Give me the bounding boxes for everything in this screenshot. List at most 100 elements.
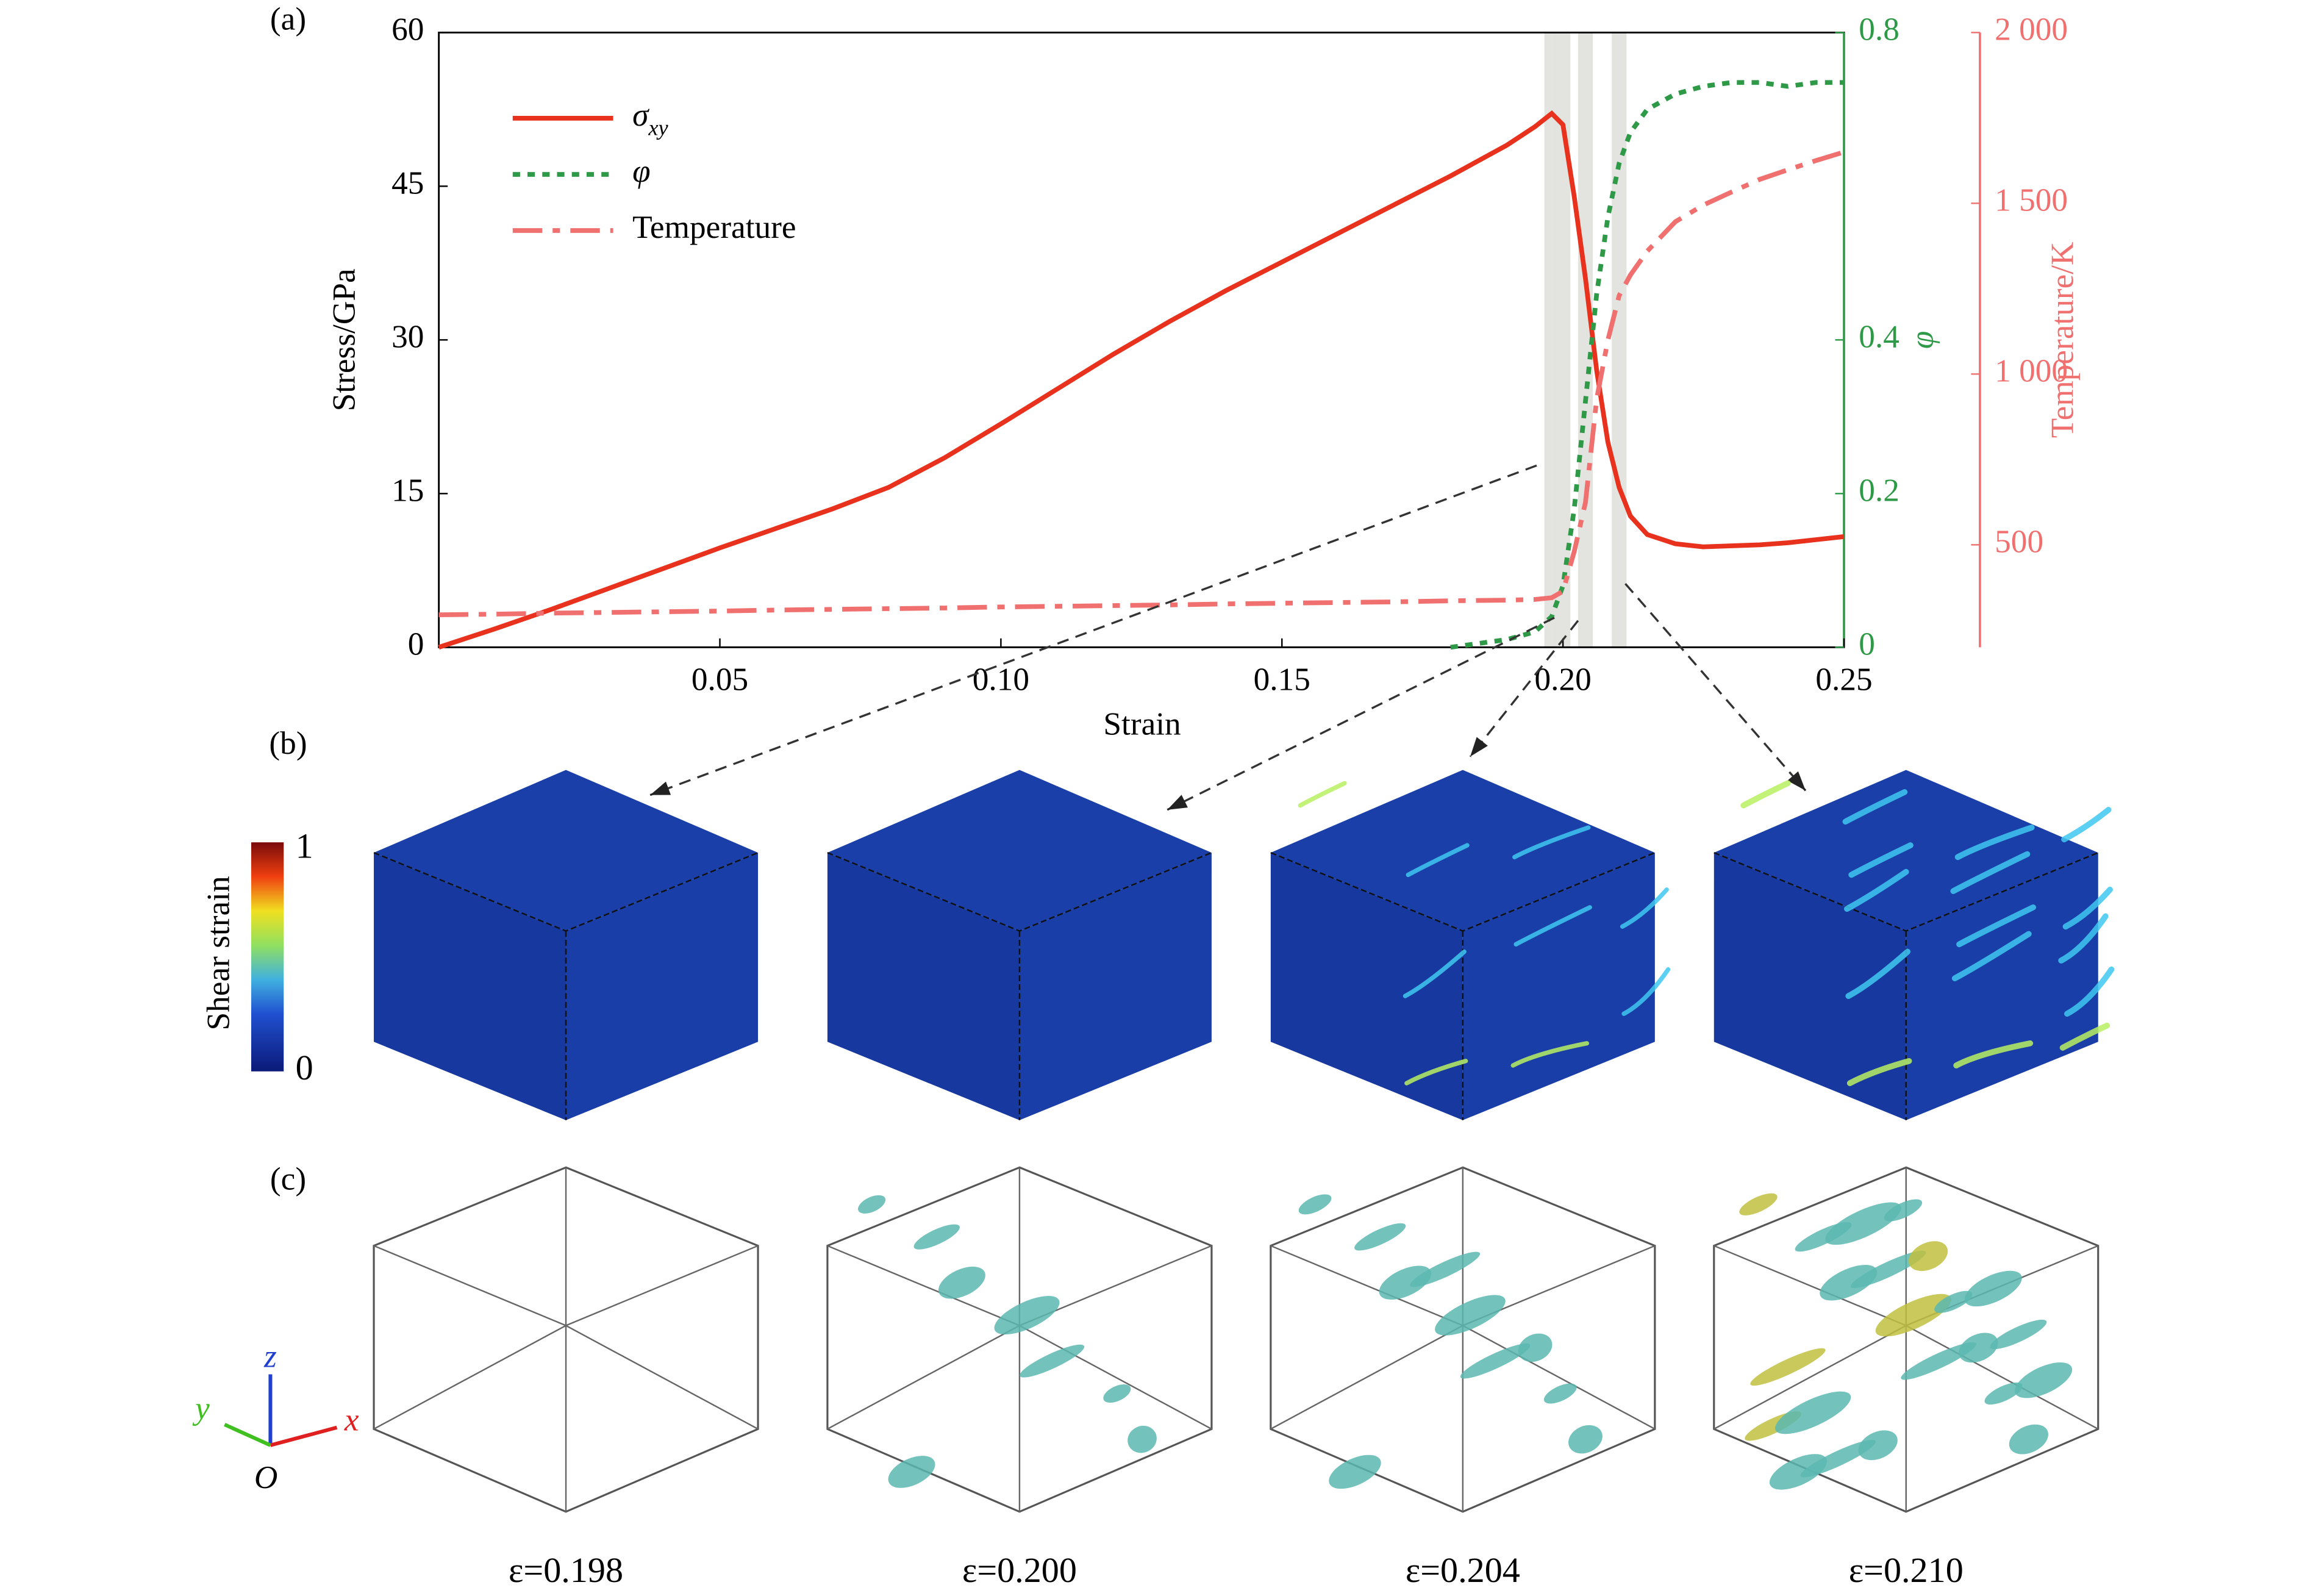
- wire-edge: [565, 1245, 759, 1326]
- y2-tick-label: 0.2: [1859, 473, 1899, 509]
- shear-band: [1953, 1040, 2034, 1068]
- arrow-head: [1470, 737, 1488, 757]
- y-tick-label: 30: [391, 319, 424, 355]
- shear-band: [1956, 904, 2036, 948]
- wire-edge: [827, 1325, 1020, 1430]
- legend-name: φ: [632, 153, 651, 189]
- dashed-arrow: [649, 464, 1537, 796]
- shear-band: [2058, 913, 2109, 964]
- cube-face: [374, 770, 759, 931]
- phase-cluster: [1329, 1455, 1381, 1489]
- shear-band: [2059, 1022, 2110, 1051]
- phase-cluster: [1739, 1193, 1778, 1215]
- shear-band: [1845, 948, 1911, 1000]
- phase-cluster: [938, 1266, 985, 1299]
- wire-edge: [373, 1245, 566, 1326]
- y-tick-label: 0: [408, 626, 424, 662]
- wire-edge: [1714, 1245, 1907, 1326]
- colorbar-tick-label: 1: [296, 826, 313, 866]
- legend-subscript: xy: [648, 116, 668, 140]
- series-line: [438, 149, 1845, 618]
- phase-cluster: [913, 1224, 960, 1250]
- x-tick-label: 0.05: [692, 662, 748, 698]
- legend-name: Temperature: [632, 209, 796, 245]
- legend-name: σ: [632, 97, 649, 133]
- y2-tick-label: 0.4: [1859, 319, 1899, 355]
- x-axis-label: Strain: [1103, 706, 1181, 742]
- phase-cluster: [1774, 1391, 1851, 1434]
- shear-band: [2064, 966, 2115, 1017]
- x-label: x: [344, 1402, 359, 1438]
- cube-face: [374, 853, 566, 1120]
- phase-cluster: [2015, 1362, 2073, 1398]
- wire-edge: [1714, 1325, 1907, 1430]
- colorbar-title: Shear strain: [201, 876, 237, 1030]
- wire-edge: [1462, 1325, 1656, 1430]
- snapshot-label: ε=0.198: [509, 1550, 623, 1590]
- phase-cluster: [1858, 1430, 1898, 1461]
- phase-cluster: [1460, 1343, 1531, 1379]
- x-axis-arrow: [270, 1425, 338, 1447]
- phase-cluster: [1435, 1295, 1506, 1336]
- y-axis-label: Stress/GPa: [326, 268, 362, 411]
- panel-label: (a): [270, 1, 306, 37]
- phase-cluster: [1964, 1270, 2022, 1307]
- phase-cluster: [1959, 1333, 1998, 1363]
- phase-cluster: [1410, 1251, 1481, 1287]
- shear-band: [1951, 931, 2032, 981]
- shear-band: [1620, 887, 1669, 929]
- snapshot-label: ε=0.210: [1849, 1550, 1964, 1590]
- highlight-band: [1612, 32, 1627, 648]
- y2-tick-label: 0.8: [1859, 12, 1899, 48]
- series-line: [438, 110, 1845, 650]
- x-tick-label: 0.15: [1254, 662, 1310, 698]
- shear-band: [2061, 807, 2112, 843]
- colorbar: [251, 842, 284, 1072]
- x-tick-label: 0.10: [973, 662, 1029, 698]
- snapshot-label: ε=0.204: [1406, 1550, 1520, 1590]
- wire-edge: [1270, 1245, 1463, 1326]
- shear-band: [1621, 967, 1671, 1016]
- wire-edge: [827, 1245, 1020, 1326]
- phase-cluster: [1543, 1383, 1577, 1404]
- phase-cluster: [1354, 1223, 1406, 1251]
- z-label: z: [263, 1339, 277, 1375]
- shear-band: [1950, 851, 2031, 894]
- arrow-head: [1787, 771, 1806, 791]
- shear-band: [1406, 843, 1470, 878]
- phase-cluster: [1020, 1344, 1085, 1378]
- y3-axis-label: Temperature/K: [2045, 242, 2081, 438]
- y2-axis-label: φ: [1904, 331, 1940, 349]
- phase-cluster: [888, 1456, 935, 1488]
- phase-cluster: [1750, 1348, 1826, 1386]
- cube-face: [1714, 853, 1906, 1120]
- cube-face: [566, 853, 759, 1120]
- phase-cluster: [994, 1296, 1060, 1335]
- phase-cluster: [1990, 1319, 2047, 1350]
- y-tick-label: 15: [391, 473, 424, 509]
- cube-face: [1462, 853, 1655, 1120]
- phase-cluster: [1901, 1342, 1976, 1380]
- phase-cluster: [1875, 1294, 1952, 1337]
- phase-cluster: [1909, 1241, 1948, 1272]
- y3-tick-label: 1 000: [1995, 353, 2068, 389]
- phase-cluster: [1800, 1439, 1876, 1478]
- shear-band: [1403, 949, 1467, 998]
- cube-face: [1019, 853, 1212, 1120]
- colorbar-tick-label: 0: [296, 1048, 313, 1087]
- cube-face: [1270, 853, 1463, 1120]
- legend-label: σxy: [632, 97, 668, 140]
- phase-cluster: [1127, 1425, 1157, 1453]
- legend-label: Temperature: [632, 209, 796, 245]
- cube-face: [827, 853, 1020, 1120]
- dashed-arrow: [1469, 620, 1579, 757]
- phase-cluster: [2009, 1424, 2048, 1455]
- phase-cluster: [1379, 1265, 1432, 1300]
- shear-band: [1846, 1057, 1912, 1086]
- phase-cluster: [1769, 1454, 1827, 1490]
- dashed-arrow: [1624, 583, 1807, 792]
- arrow-head: [650, 781, 671, 795]
- phase-cluster: [1103, 1384, 1131, 1403]
- dashed-arrow: [1167, 617, 1555, 811]
